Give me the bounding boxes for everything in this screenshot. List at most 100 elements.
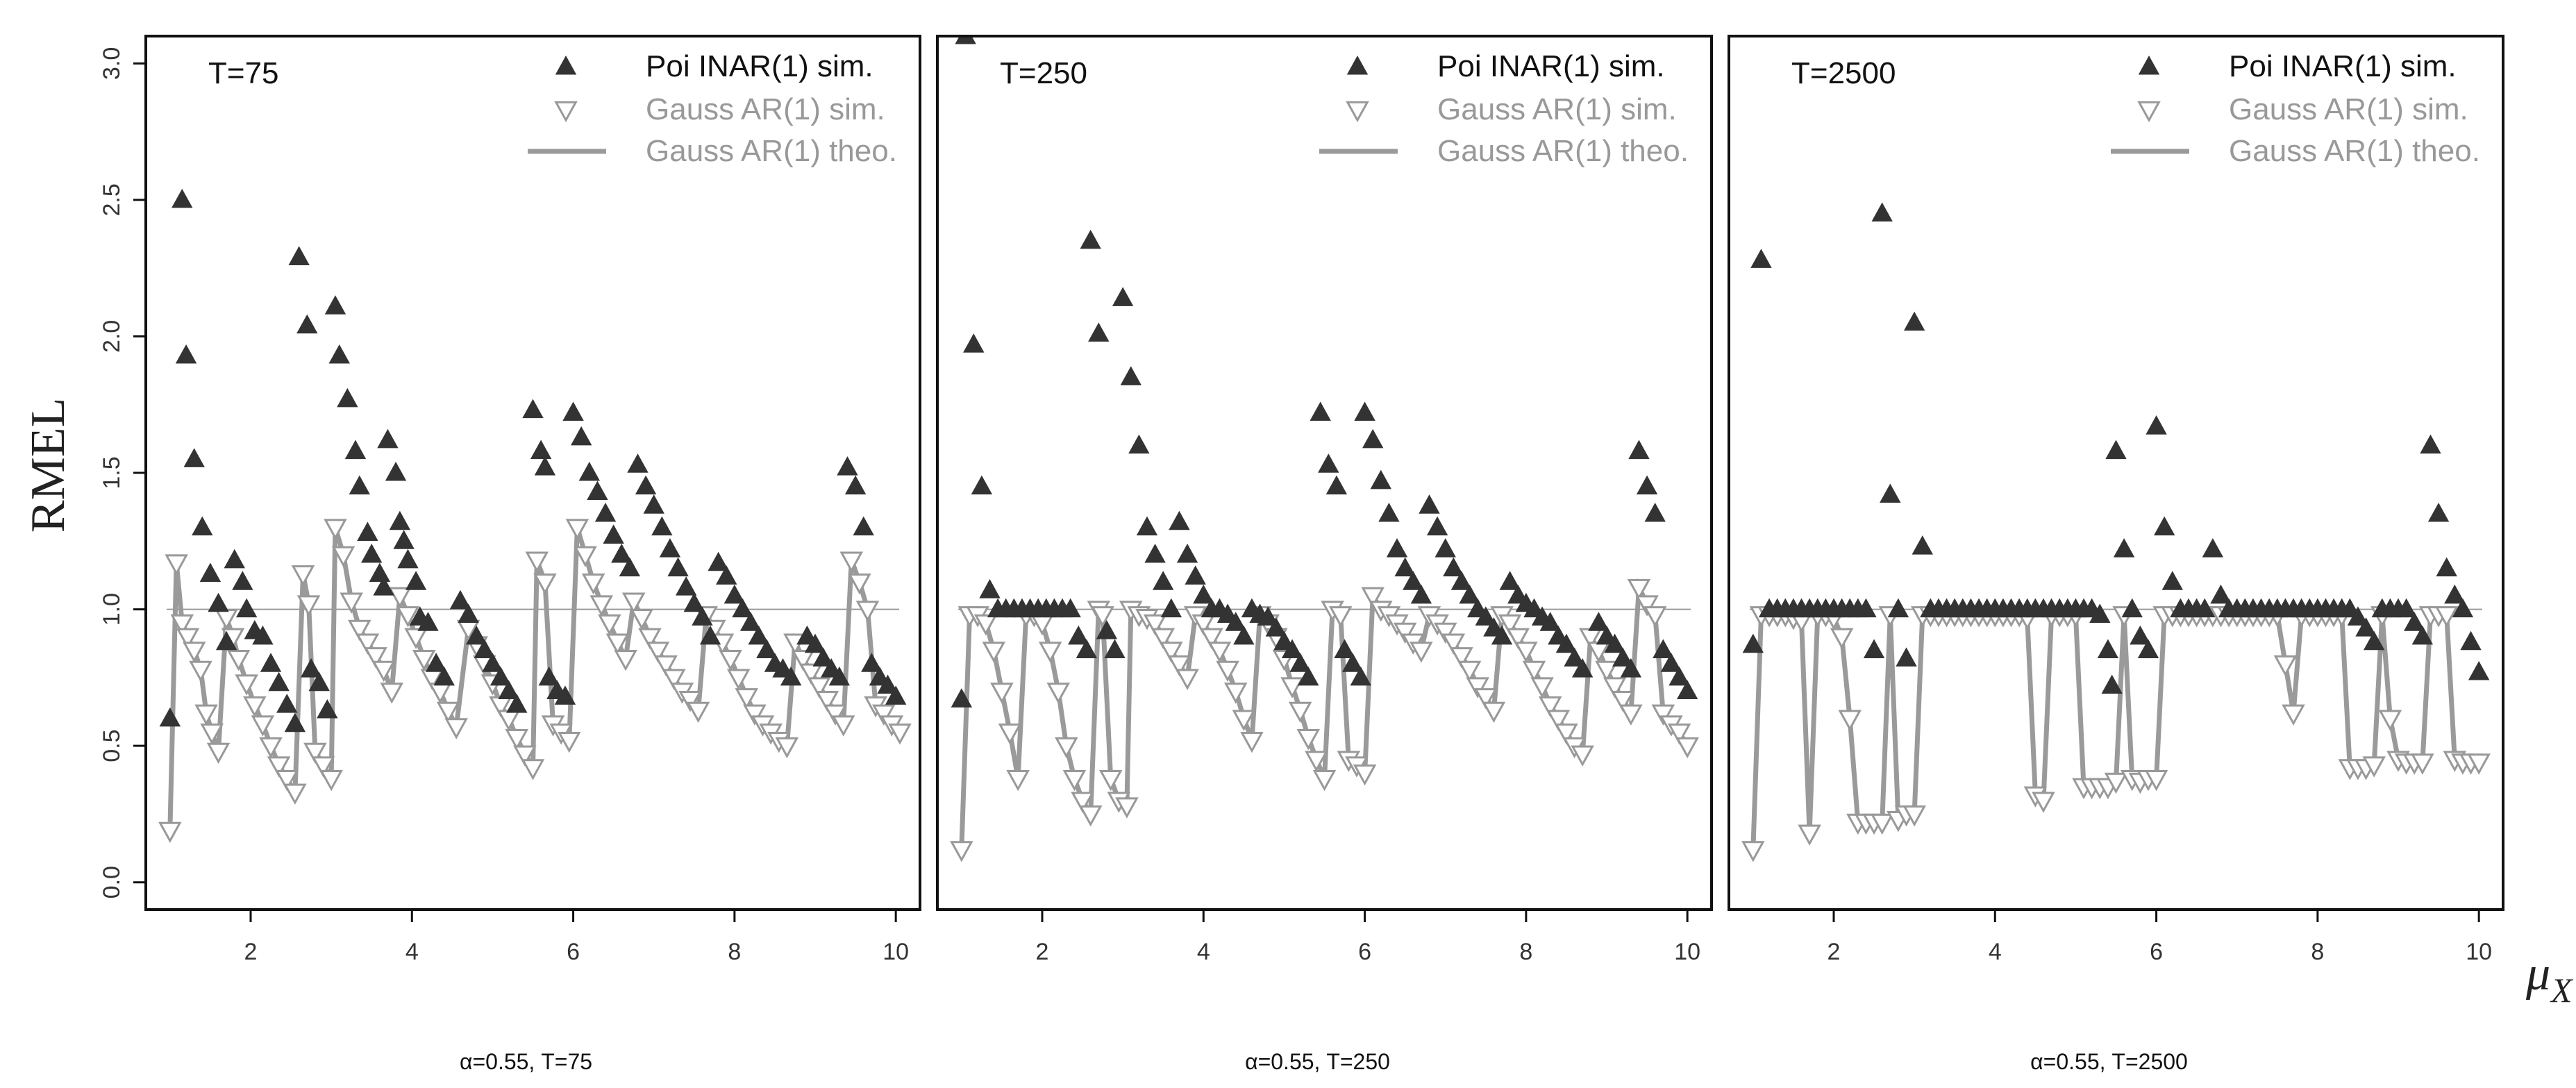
poi-sim-point <box>465 625 487 645</box>
gauss-sim-point <box>654 655 678 677</box>
gauss-sim-point <box>1055 737 1078 759</box>
poi-sim-point <box>530 440 552 460</box>
poi-sim-point <box>449 589 471 610</box>
poi-sim-point <box>1676 680 1698 700</box>
poi-sim-point <box>1459 584 1480 604</box>
gauss-sim-point <box>1643 606 1667 628</box>
gauss-sim-point <box>831 715 855 737</box>
poi-sim-point <box>627 453 649 473</box>
poi-sim-point <box>1443 557 1464 577</box>
gauss-sim-point <box>791 650 815 671</box>
gauss-sim-point <box>283 783 307 805</box>
poi-sim-point <box>683 592 705 612</box>
y-axis-label: RMEL <box>22 398 75 533</box>
legend-entry-3: Gauss AR(1) theo. <box>646 134 897 168</box>
legend-entry-3: Gauss AR(1) theo. <box>1437 134 1689 168</box>
gauss-sim-point <box>982 642 1006 663</box>
gauss-sim-point <box>1522 660 1546 683</box>
poi-sim-point <box>651 516 673 536</box>
poi-sim-point <box>296 314 318 334</box>
poi-sim-point <box>1450 571 1473 590</box>
gauss-sim-point <box>621 592 646 614</box>
poi-sim-point <box>1225 612 1246 631</box>
poi-sim-point <box>2105 440 2127 460</box>
gauss-sim-point <box>1603 677 1627 698</box>
x-tick-label: 2 <box>1036 939 1049 965</box>
legend-entry-1: Poi INAR(1) sim. <box>646 49 873 83</box>
gauss-sim-point <box>251 715 275 737</box>
poi-sim-point <box>2436 557 2457 577</box>
gauss-sim-point <box>2032 792 2055 813</box>
poi-sim-point <box>1887 598 1909 618</box>
y-tick-label: 0.0 <box>99 866 125 898</box>
gauss-sim-point <box>1091 606 1114 628</box>
gauss-sim-point <box>871 704 896 726</box>
poi-sim-point <box>1653 639 1674 659</box>
poi-sim-point <box>861 653 883 672</box>
poi-sim-point <box>534 456 556 476</box>
poi-sim-point <box>172 188 193 208</box>
poi-sim-point <box>955 36 976 44</box>
poi-sim-point <box>1475 606 1496 626</box>
poi-sim-point <box>1660 653 1682 672</box>
poi-sim-point <box>1341 653 1364 672</box>
y-tick-label: 1.0 <box>99 593 125 626</box>
x-tick-label: 10 <box>1674 939 1700 965</box>
poi-sim-point <box>724 584 746 604</box>
gauss-sim-point <box>444 718 468 739</box>
legend-entry-3: Gauss AR(1) theo. <box>2229 134 2480 168</box>
poi-sim-point <box>675 576 697 596</box>
gauss-sim-point <box>1538 696 1562 718</box>
poi-sim-point <box>324 295 346 315</box>
gauss-sim-point <box>505 729 529 751</box>
poi-sim-point <box>1370 469 1392 489</box>
panel-caption: α=0.55, T=75 <box>460 1049 592 1074</box>
poi-sim-point <box>739 612 762 631</box>
poi-sim-point <box>373 576 394 596</box>
y-tick-label: 0.5 <box>99 729 125 762</box>
gauss-sim-point <box>1240 731 1264 753</box>
x-axis-label-mu: μ <box>2525 947 2550 1001</box>
gauss-sim-point <box>1571 745 1594 767</box>
poi-sim-point <box>175 344 197 364</box>
panel-2: 2 4 6 8 10 T=250 Poi INAR(1) sim. Gauss AR(1) s… <box>936 35 1713 1074</box>
gauss-sim-point <box>1457 660 1482 683</box>
poi-sim-point <box>1060 598 1081 618</box>
poi-sim-point <box>1080 229 1101 249</box>
legend-entry-2: Gauss AR(1) sim. <box>1437 92 1677 126</box>
poi-sim-point <box>1668 666 1690 686</box>
poi-sim-point <box>2355 617 2377 637</box>
gauss-sim-point <box>1353 764 1377 786</box>
x-tick-label: 6 <box>2150 939 2163 965</box>
gauss-sim-point <box>525 551 549 573</box>
y-tick-label: 2.0 <box>99 320 125 353</box>
poi-sim-point <box>1169 510 1190 530</box>
poi-sim-point <box>252 625 274 645</box>
gauss-sim-point <box>574 546 597 568</box>
poi-sim-point <box>1233 625 1255 645</box>
x-tick-label: 4 <box>1197 939 1210 965</box>
poi-sim-point <box>1628 440 1650 460</box>
gauss-sim-point <box>1071 792 1094 813</box>
poi-sim-point <box>506 694 528 713</box>
poi-sim-point <box>2202 538 2224 558</box>
panel-3: 2 4 6 8 10 T=2500 Poi INAR(1) sim. Gauss AR(1) … <box>1728 35 2504 1074</box>
y-tick-label: 2.5 <box>99 183 125 216</box>
poi-sim-point <box>667 557 689 577</box>
poi-sim-point <box>405 571 427 590</box>
poi-sim-point <box>2137 639 2159 659</box>
legend-entry-1: Poi INAR(1) sim. <box>2229 49 2457 83</box>
gauss-sim-point <box>855 601 880 622</box>
poi-sim-point <box>1160 598 1182 618</box>
gauss-sim-point <box>839 551 864 573</box>
gauss-sim-point <box>1098 770 1123 792</box>
gauss-sim-point <box>1328 606 1353 628</box>
plot-area <box>1741 202 2491 862</box>
gauss-sim-point <box>235 674 258 696</box>
gauss-sim-point <box>2104 772 2128 794</box>
poi-sim-point <box>357 521 378 542</box>
gauss-sim-point <box>630 609 654 630</box>
gauss-sim-point <box>581 573 605 595</box>
poi-sim-point <box>1334 639 1355 659</box>
poi-sim-point <box>1318 453 1339 473</box>
